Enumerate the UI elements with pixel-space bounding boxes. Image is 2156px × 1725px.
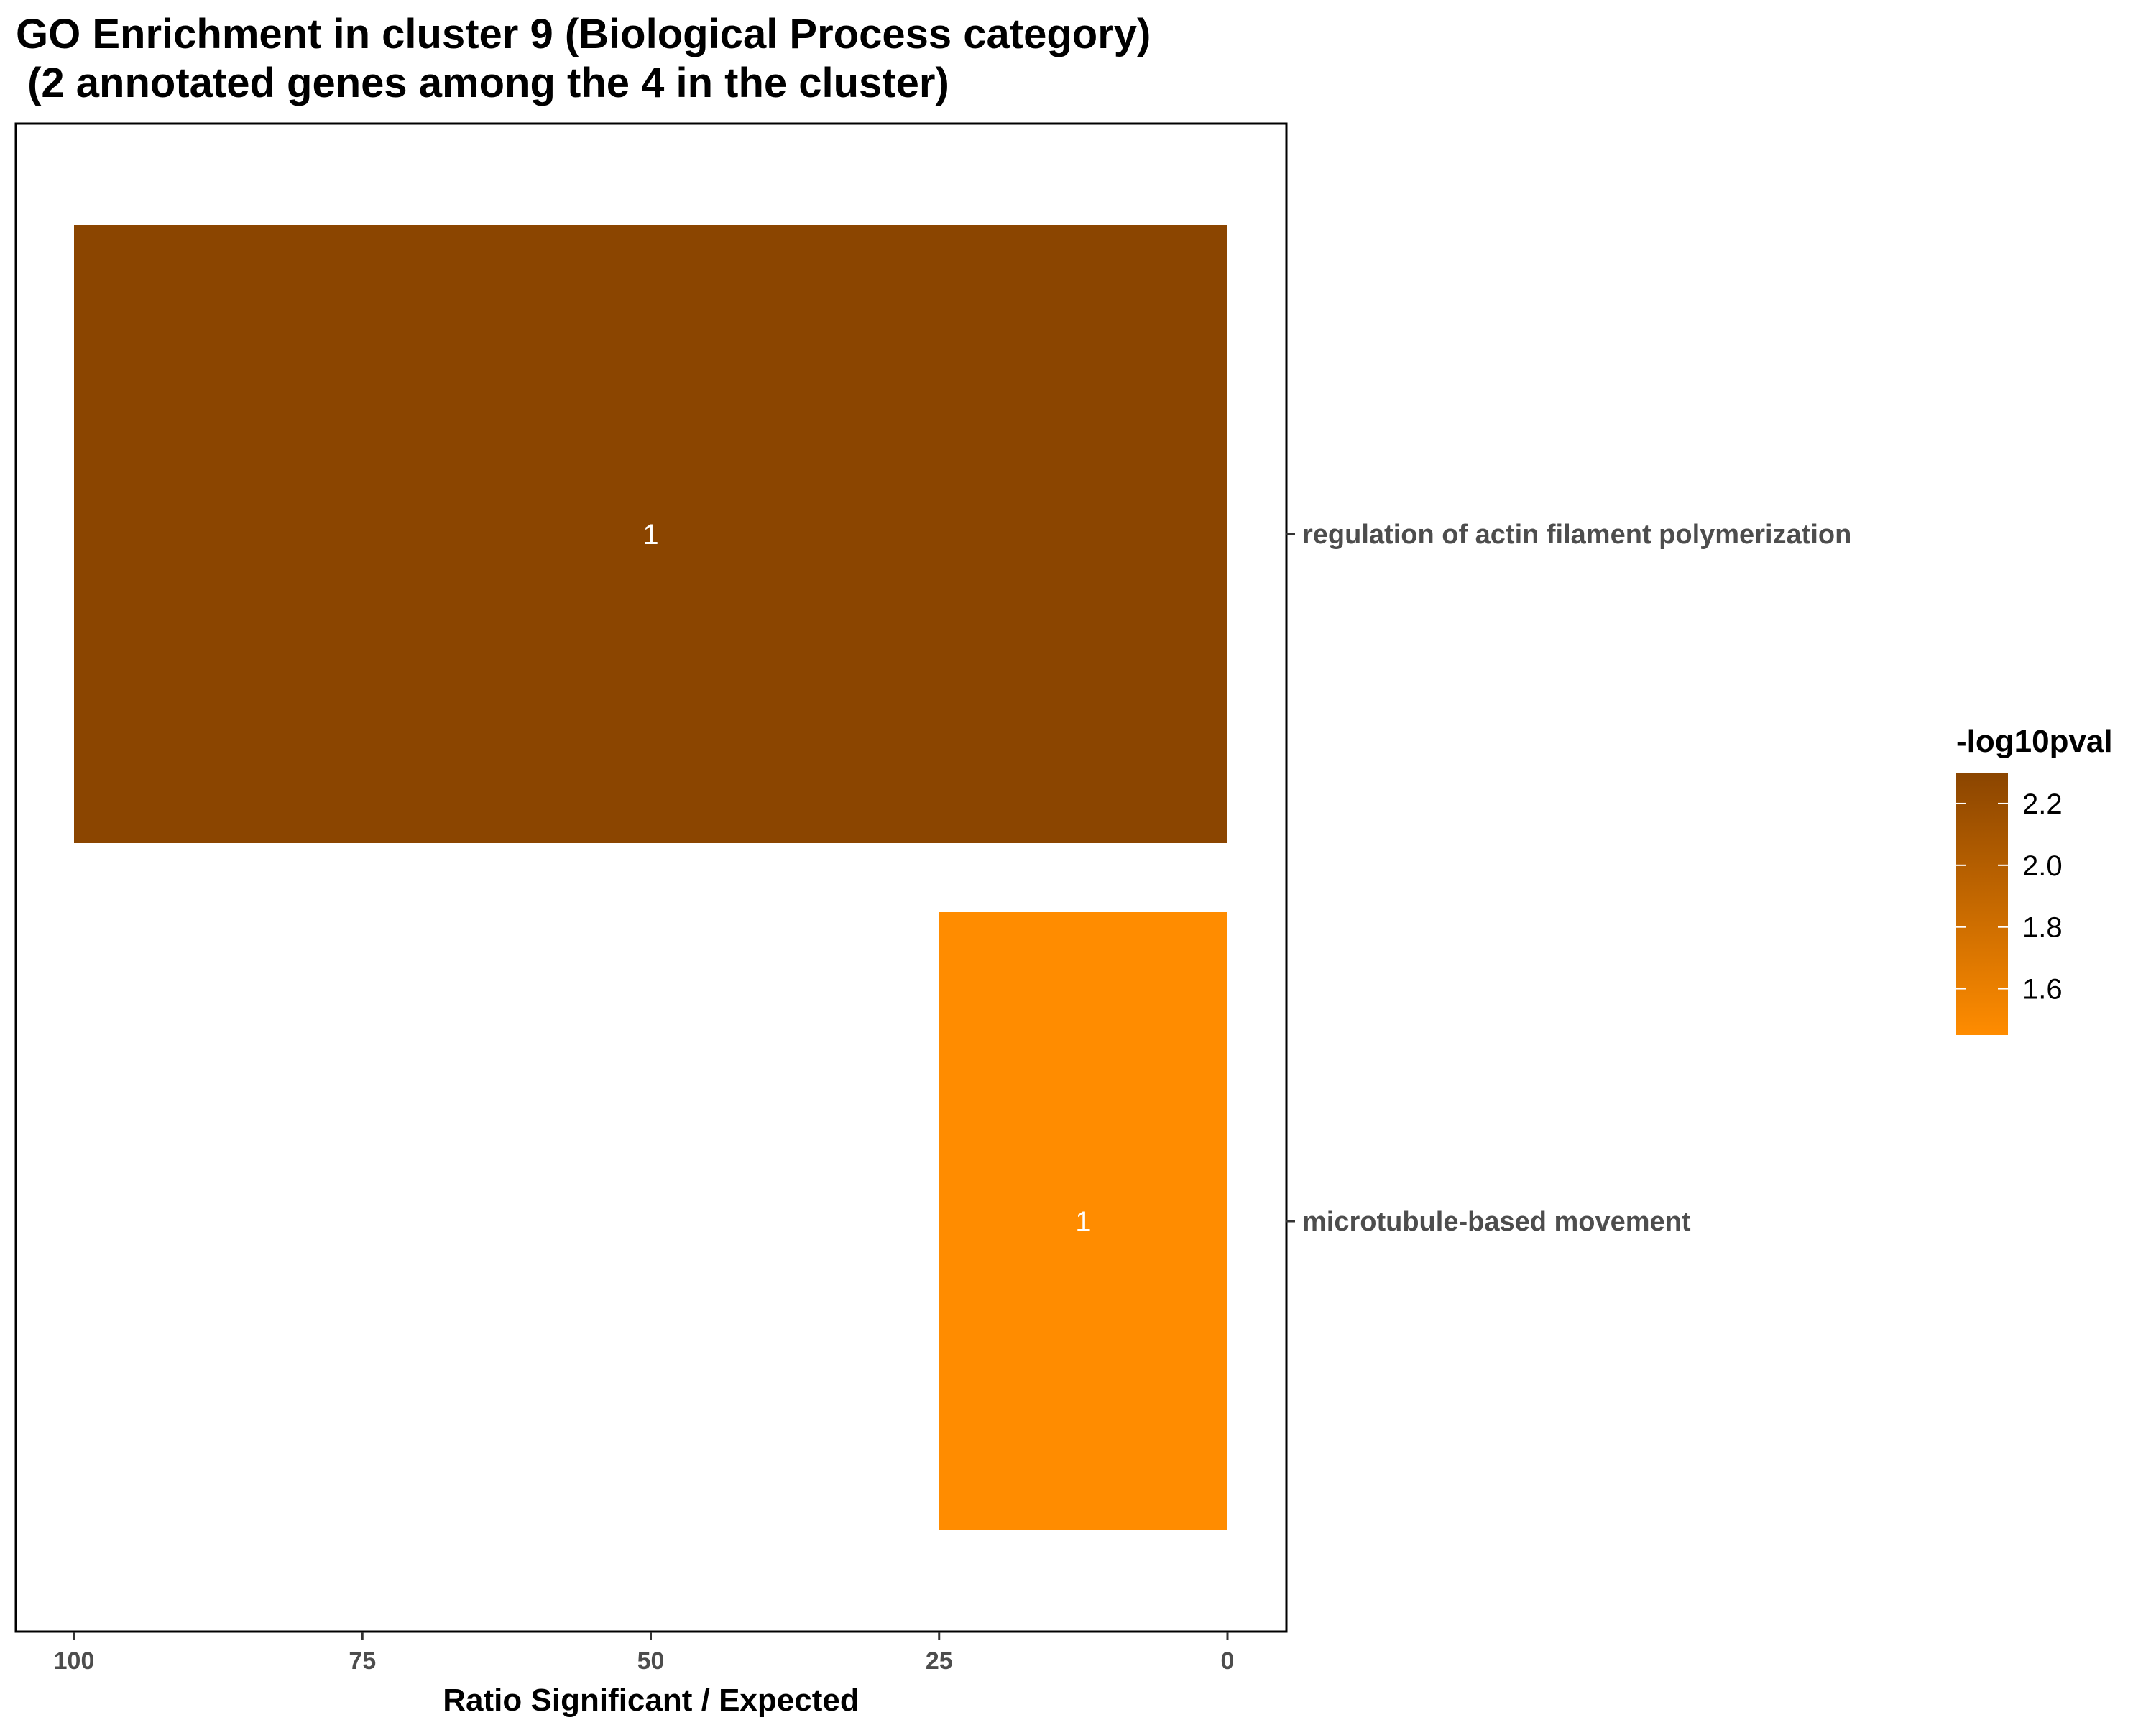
bar-1 xyxy=(939,912,1227,1530)
legend-tick-label-3: 1.6 xyxy=(2022,974,2063,1006)
y-axis-ticks: regulation of actin filament polymerizat… xyxy=(1286,520,1851,1237)
legend-tick-label-1: 2.0 xyxy=(2022,850,2063,882)
legend-ticks: 2.2 2.0 1.8 1.6 xyxy=(1956,788,2063,1006)
legend-tick-label-2: 1.8 xyxy=(2022,912,2063,944)
legend-title: -log10pval xyxy=(1956,724,2113,759)
x-tick-label-4: 0 xyxy=(1221,1647,1235,1675)
bar-0 xyxy=(74,225,1227,843)
chart-title-line-1: GO Enrichment in cluster 9 (Biological P… xyxy=(16,11,1151,58)
x-tick-label-3: 25 xyxy=(926,1647,953,1675)
x-tick-label-0: 100 xyxy=(54,1647,95,1675)
chart-title-line-2: (2 annotated genes among the 4 in the cl… xyxy=(16,60,949,106)
legend-tick-label-0: 2.2 xyxy=(2022,788,2063,820)
x-axis-ticks: 100 75 50 25 0 xyxy=(54,1632,1235,1675)
y-tick-label-0: regulation of actin filament polymerizat… xyxy=(1302,520,1851,550)
bars-group: 11 xyxy=(74,225,1227,1530)
bar-label-1: 1 xyxy=(1075,1206,1091,1238)
x-axis-label: Ratio Significant / Expected xyxy=(443,1683,859,1718)
x-tick-label-2: 50 xyxy=(637,1647,665,1675)
bar-label-0: 1 xyxy=(642,519,658,551)
y-tick-label-1: microtubule-based movement xyxy=(1302,1207,1691,1237)
x-tick-label-1: 75 xyxy=(349,1647,376,1675)
legend-colorbar xyxy=(1956,773,2008,1035)
chart-title: GO Enrichment in cluster 9 (Biological P… xyxy=(16,10,1151,108)
